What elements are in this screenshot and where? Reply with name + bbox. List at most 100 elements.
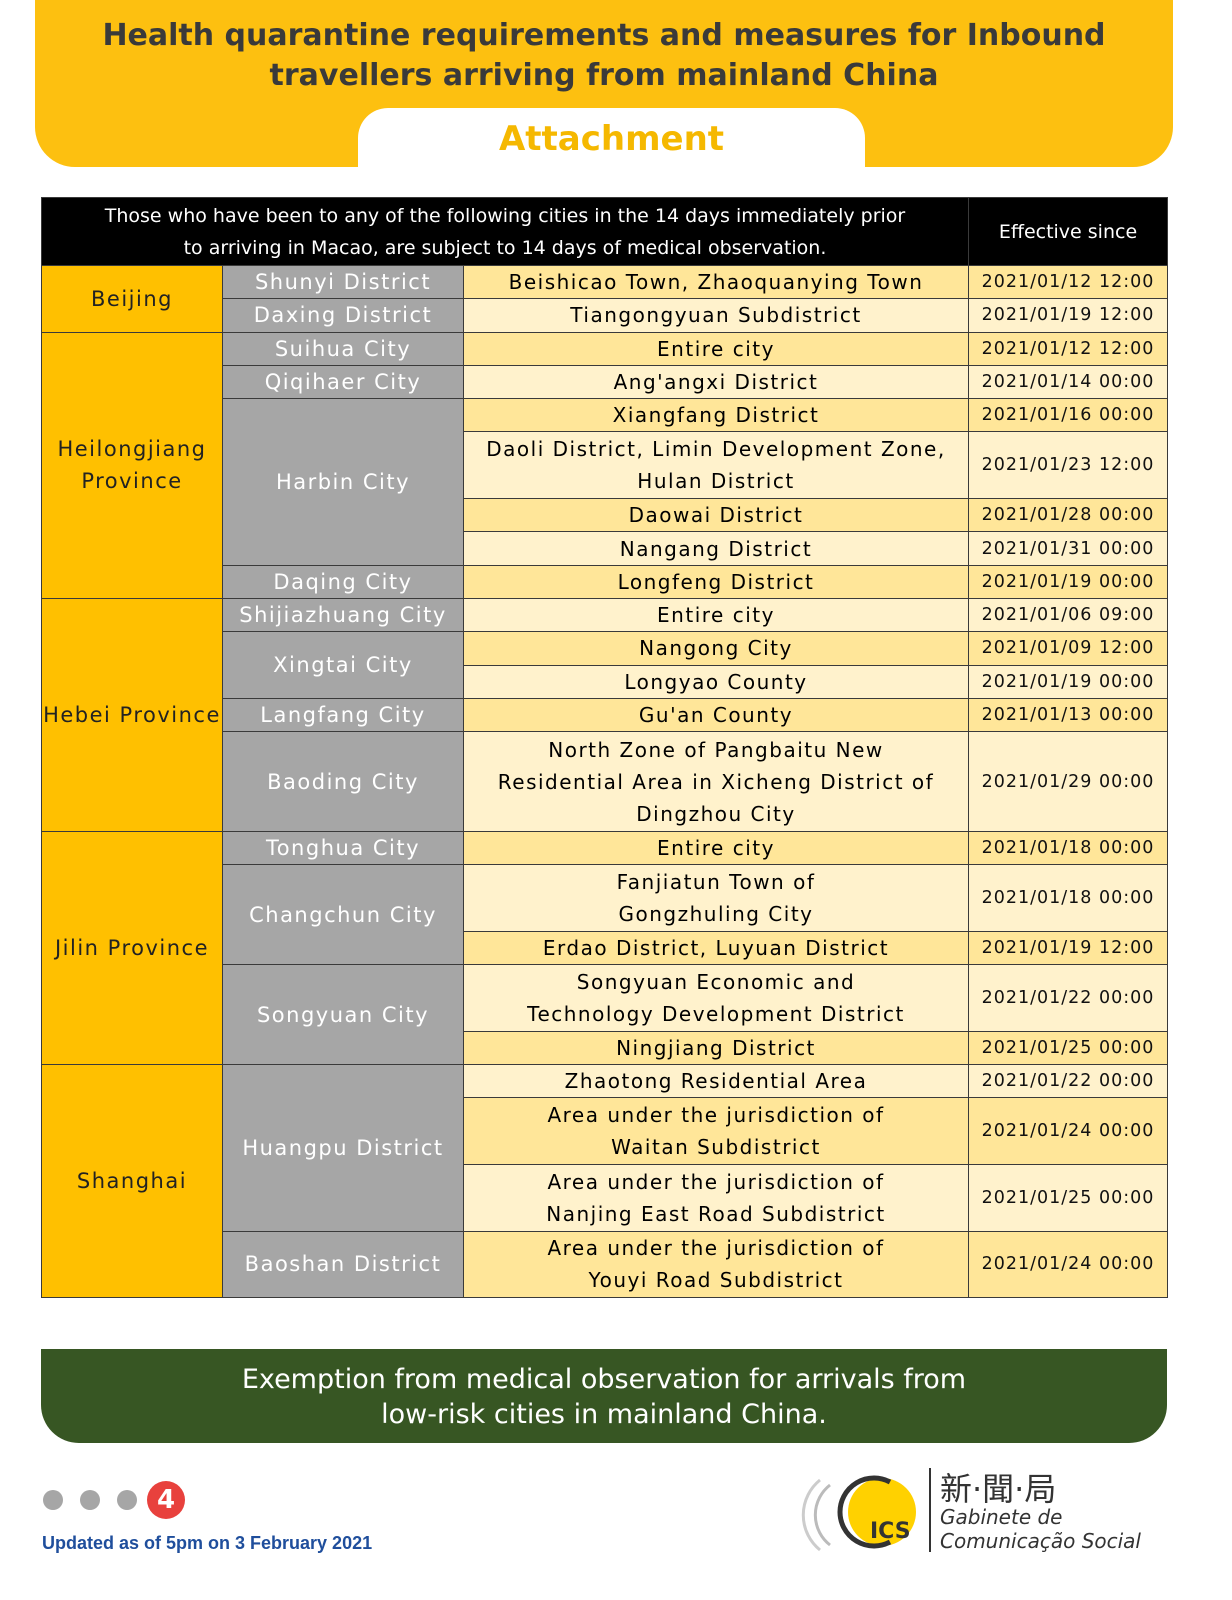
row: Daqing City Longfeng District 2021/01/19 0… xyxy=(42,564,1168,599)
effective-date: 2021/01/19 00:00 xyxy=(968,564,1168,599)
effective-date: 2021/01/24 00:00 xyxy=(968,1230,1168,1299)
area-line: Zhaotong Residential Area xyxy=(564,1069,868,1094)
province: Beijing xyxy=(41,265,223,333)
city: Shijiazhuang City xyxy=(222,597,464,633)
header: Health quarantine requirements and measu… xyxy=(35,0,1173,167)
area: North Zone of Pangbaitu New Residential A… xyxy=(463,731,969,833)
city: Tonghua City xyxy=(222,831,464,866)
city: Daqing City xyxy=(222,564,464,599)
logo-chinese: 新·聞·局 xyxy=(940,1470,1056,1508)
area: Fanjiatun Town of Gongzhuling City xyxy=(463,864,969,932)
area-line: Tiangongyuan Subdistrict xyxy=(570,303,862,328)
province: Hebei Province xyxy=(41,597,223,833)
row: Langfang City Gu'an County 2021/01/13 00:0… xyxy=(42,697,1168,733)
header-description: Those who have been to any of the follow… xyxy=(41,197,969,266)
area: Nangong City xyxy=(463,631,969,666)
banner-line: Exemption from medical observation for a… xyxy=(241,1364,967,1395)
effective-date: 2021/01/25 00:00 xyxy=(968,1030,1168,1066)
logo-line: Comunicação Social xyxy=(940,1529,1141,1553)
area-line: Youyi Road Subdistrict xyxy=(588,1268,844,1293)
tab: Attachment xyxy=(358,108,865,167)
city: Langfang City xyxy=(222,697,464,733)
row: Hebei Province Shijiazhuang City Entire ci… xyxy=(41,597,1168,833)
area-line: Area under the jurisdiction of xyxy=(547,1103,885,1128)
logo-line: Gabinete de xyxy=(940,1505,1063,1529)
banner-line: low-risk cities in mainland China. xyxy=(381,1399,827,1430)
page-dot xyxy=(80,1490,100,1510)
effective-date: 2021/01/23 12:00 xyxy=(968,431,1168,500)
effective-date: 2021/01/19 12:00 xyxy=(968,298,1168,333)
area: Zhaotong Residential Area xyxy=(463,1064,969,1099)
area-line: North Zone of Pangbaitu New xyxy=(548,737,884,762)
area-line: Waitan Subdistrict xyxy=(611,1135,821,1160)
area-line: Longyao County xyxy=(624,669,808,694)
logo-circle xyxy=(848,1478,916,1546)
row: Songyuan City Songyuan Economic and Techno… xyxy=(42,964,1168,1066)
row: Baoshan District Area under the jurisdict… xyxy=(42,1230,1168,1299)
area-line: Nanjing East Road Subdistrict xyxy=(546,1201,886,1226)
effective-date: 2021/01/22 00:00 xyxy=(968,964,1168,1032)
area-line: Technology Development District xyxy=(527,1002,905,1027)
area-line: Xiangfang District xyxy=(612,403,820,428)
row: Daoli District, Limin Development Zone, H… xyxy=(42,431,1168,500)
effective-date: 2021/01/06 09:00 xyxy=(968,597,1168,633)
area-line: Beishicao Town, Zhaoquanying Town xyxy=(508,270,924,295)
area-line: Gu'an County xyxy=(638,703,794,727)
area: Nangang District xyxy=(463,531,969,566)
area-line: Entire city xyxy=(657,603,775,628)
area: Gu'an County xyxy=(463,697,969,733)
area: Area under the jurisdiction of Nanjing Ea… xyxy=(463,1164,969,1232)
area-line: Erdao District, Luyuan District xyxy=(542,936,890,961)
area: Longyao County xyxy=(463,664,969,699)
effective-date: 2021/01/12 12:00 xyxy=(968,264,1168,300)
area: Entire city xyxy=(463,597,969,633)
area: Songyuan Economic and Technology Developm… xyxy=(463,964,969,1032)
effective-date: 2021/01/25 00:00 xyxy=(968,1164,1168,1232)
area: Daowai District xyxy=(463,498,969,533)
area-line: Hulan District xyxy=(637,469,795,494)
effective-date: 2021/01/31 00:00 xyxy=(968,531,1168,566)
effective-date: 2021/01/28 00:00 xyxy=(968,498,1168,533)
effective-date: 2021/01/19 12:00 xyxy=(968,930,1168,966)
row: Heilongjiang Province Suihua City Entire c… xyxy=(41,331,1168,599)
area: Xiangfang District xyxy=(463,398,969,433)
area-line: Entire city xyxy=(657,836,775,861)
area: Ang'angxi District xyxy=(463,364,969,400)
effective-date: 2021/01/12 12:00 xyxy=(968,331,1168,366)
row: Xingtai City Nangong City 2021/01/09 12:00 xyxy=(42,631,1168,699)
row: Daowai District 2021/01/28 00:00 xyxy=(42,498,1168,533)
effective-date: 2021/01/09 12:00 xyxy=(968,631,1168,666)
city: Suihua City xyxy=(222,331,464,366)
row: Changchun City Fanjiatun Town of Gongzhuli… xyxy=(42,864,1168,966)
city: Harbin City xyxy=(222,398,464,566)
effective-date: 2021/01/14 00:00 xyxy=(968,364,1168,400)
city: Songyuan City xyxy=(222,964,464,1066)
area: Entire city xyxy=(463,831,969,866)
row: Area under the jurisdiction of Nanjing Ea… xyxy=(42,1164,1168,1232)
area-line: Area under the jurisdiction of xyxy=(547,1236,885,1261)
area-line: Area under the jurisdiction of xyxy=(547,1169,885,1194)
row: Jilin Province Tonghua City Entire city 202… xyxy=(41,831,1168,1066)
area-line: Residential Area in Xicheng District of xyxy=(497,769,935,794)
logo-arc xyxy=(813,1483,831,1547)
city: Huangpu District xyxy=(222,1064,464,1232)
area-line: Daoli District, Limin Development Zone, xyxy=(486,437,946,462)
area-line: Daowai District xyxy=(628,503,804,528)
area-line: Dingzhou City xyxy=(636,801,796,826)
effective-date: 2021/01/22 00:00 xyxy=(968,1064,1168,1099)
effective-date: 2021/01/19 00:00 xyxy=(968,664,1168,699)
area-line: Nangang District xyxy=(619,536,813,561)
effective-date: 2021/01/24 00:00 xyxy=(968,1097,1168,1166)
title-line: travellers arriving from mainland China xyxy=(269,58,939,93)
area-line: Longfeng District xyxy=(617,569,815,594)
area: Area under the jurisdiction of Youyi Road… xyxy=(463,1230,969,1299)
area-line: Fanjiatun Town of xyxy=(616,870,816,895)
row: Nangang District 2021/01/31 00:00 xyxy=(42,531,1168,566)
row: Qiqihaer City Ang'angxi District 2021/01/1… xyxy=(42,364,1168,400)
area: Daoli District, Limin Development Zone, H… xyxy=(463,431,969,500)
province: Shanghai xyxy=(41,1064,223,1299)
area-line: Ningjiang District xyxy=(616,1035,816,1060)
row: Shanghai Huangpu District Zhaotong Residen… xyxy=(41,1064,1168,1299)
city: Xingtai City xyxy=(222,631,464,699)
